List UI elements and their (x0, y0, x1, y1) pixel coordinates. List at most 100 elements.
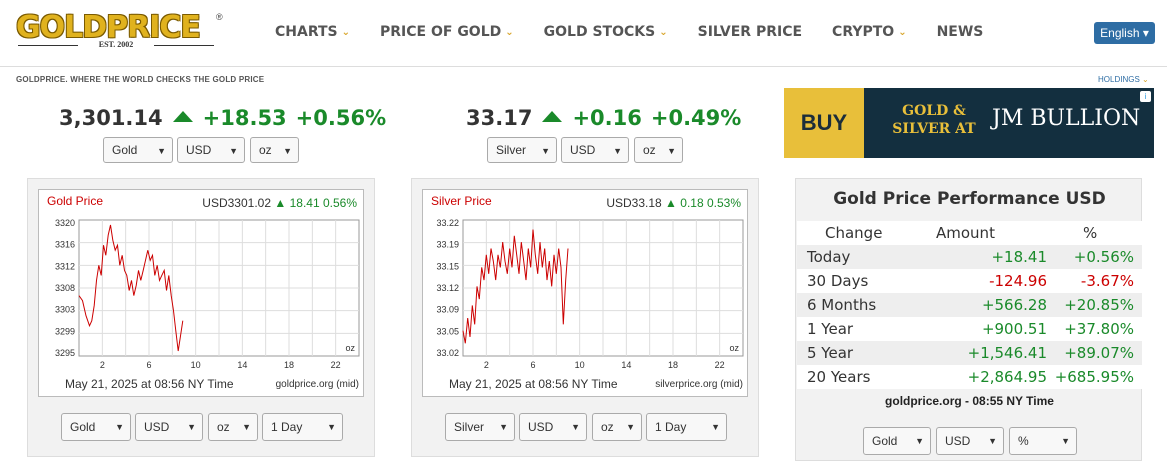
select-value: % (1018, 434, 1029, 448)
y-tick-label: 33.02 (436, 348, 459, 358)
chevron-down-icon: ▼ (187, 422, 196, 432)
chart-value: USD3301.02 (202, 196, 272, 210)
select-value: USD (945, 434, 971, 448)
y-tick-label: 3303 (55, 305, 75, 315)
gold-price: 3,301.14 (59, 106, 163, 130)
select-value: oz (217, 420, 230, 434)
gold-chart-currency-select[interactable]: USD ▼ (135, 413, 203, 441)
ad-line2: SILVER AT (892, 121, 976, 137)
gold-chart-plot: 3320 3316 3312 3308 3303 3299 3295 2 6 10 14 18 22 oz (55, 218, 360, 370)
y-tick-label: 3320 (55, 218, 75, 228)
table-row: 1 Year +900.51 +37.80% (797, 317, 1142, 341)
silver-quote-currency-select[interactable]: USD ▼ (561, 137, 629, 163)
gold-chart-panel: Gold Price USD3301.02 ▲ 18.41 0.56% 3320… (27, 178, 375, 457)
language-select[interactable]: English ▾ (1094, 22, 1155, 44)
row-period: 1 Year (807, 320, 854, 338)
up-arrow-icon: ▲ (665, 196, 677, 210)
performance-panel: Gold Price Performance USD Change Amount… (795, 178, 1142, 461)
silver-chart-currency-select[interactable]: USD ▼ (519, 413, 587, 441)
goldprice-logo[interactable]: GOLDPRICE ® EST. 2002 (16, 10, 226, 54)
jm-bullion-ad[interactable]: BUY GOLD & SILVER AT JM BULLION i (784, 88, 1154, 158)
nav-crypto[interactable]: CRYPTO ⌄ (832, 24, 907, 40)
y-tick-label: 33.09 (436, 305, 459, 315)
tagline: GOLDPRICE. WHERE THE WORLD CHECKS THE GO… (16, 75, 265, 84)
silver-chart-plot: 33.22 33.19 33.15 33.12 33.09 33.05 33.02 2 6 10 1… (436, 218, 744, 370)
silver-chart-metal-select[interactable]: Silver ▼ (445, 413, 515, 441)
row-percent: +89.07% (1064, 344, 1134, 362)
performance-footer: goldprice.org - 08:55 NY Time (885, 394, 1054, 408)
table-row: Today +18.41 +0.56% (797, 245, 1142, 269)
nav-label: CRYPTO (832, 24, 895, 40)
row-amount: +1,546.41 (967, 344, 1047, 362)
silver-percent: +0.49% (650, 106, 742, 130)
chevron-down-icon: ▼ (711, 422, 720, 432)
ad-tagline: GOLD & SILVER AT (884, 102, 984, 138)
logo-registered-mark: ® (216, 12, 223, 22)
performance-metal-select[interactable]: Gold ▼ (863, 427, 931, 455)
x-tick-label: 14 (621, 360, 631, 370)
row-percent: -3.67% (1080, 272, 1134, 290)
unit-label: oz (345, 343, 355, 353)
chevron-down-icon: ⌄ (505, 26, 514, 38)
row-percent: +0.56% (1073, 248, 1134, 266)
holdings-label: HOLDINGS (1098, 75, 1140, 84)
gold-quote-metal-select[interactable]: Gold ▼ (103, 137, 173, 163)
x-tick-label: 2 (100, 360, 105, 370)
gold-quote-unit-select[interactable]: oz ▼ (250, 137, 299, 163)
chevron-down-icon: ▼ (915, 436, 924, 446)
select-value: USD (570, 143, 596, 157)
y-tick-label: 33.19 (436, 240, 459, 250)
row-percent: +685.95% (1054, 368, 1134, 386)
nav-charts[interactable]: CHARTS ⌄ (275, 24, 350, 40)
nav-gold-stocks[interactable]: GOLD STOCKS ⌄ (544, 24, 668, 40)
nav-price-of-gold[interactable]: PRICE OF GOLD ⌄ (380, 24, 514, 40)
ad-info-icon[interactable]: i (1140, 91, 1151, 102)
gold-chart-range-select[interactable]: 1 Day ▼ (262, 413, 343, 441)
chart-source: silverprice.org (mid) (655, 379, 743, 390)
performance-unit-select[interactable]: % ▼ (1009, 427, 1077, 455)
silver-quote: 33.17 +0.16 +0.49% (466, 106, 750, 130)
x-tick-label: 10 (191, 360, 201, 370)
select-value: oz (643, 143, 656, 157)
gold-percent: +0.56% (295, 106, 387, 130)
table-row: 6 Months +566.28 +20.85% (797, 293, 1142, 317)
table-row: 20 Years +2,864.95 +685.95% (797, 365, 1142, 389)
select-value: USD (528, 420, 554, 434)
chart-current-value: USD33.18 ▲ 0.18 0.53% (606, 196, 741, 210)
row-percent: +20.85% (1064, 296, 1134, 314)
x-tick-label: 10 (575, 360, 585, 370)
silver-quote-unit-select[interactable]: oz ▼ (634, 137, 683, 163)
holdings-link[interactable]: HOLDINGS ⌄ (1098, 75, 1149, 84)
chart-percent: 0.56% (322, 196, 357, 210)
chart-source: goldprice.org (mid) (275, 379, 359, 390)
gold-chart-metal-select[interactable]: Gold ▼ (61, 413, 131, 441)
chevron-down-icon: ▼ (988, 436, 997, 446)
chevron-down-icon: ▼ (626, 422, 635, 432)
nav-silver-price[interactable]: SILVER PRICE (698, 24, 802, 40)
gold-chart: Gold Price USD3301.02 ▲ 18.41 0.56% 3320… (38, 189, 364, 397)
x-tick-label: 18 (284, 360, 294, 370)
nav-news[interactable]: NEWS (937, 24, 984, 40)
chevron-down-icon: ▼ (613, 146, 622, 156)
logo-est: EST. 2002 (98, 40, 134, 49)
silver-quote-metal-select[interactable]: Silver ▼ (487, 137, 557, 163)
row-amount: +566.28 (981, 296, 1047, 314)
table-row: 30 Days -124.96 -3.67% (797, 269, 1142, 293)
gold-quote-currency-select[interactable]: USD ▼ (177, 137, 245, 163)
row-period: 6 Months (807, 296, 877, 314)
logo-rule-left (18, 45, 78, 46)
chevron-down-icon: ▼ (242, 422, 251, 432)
row-amount: +18.41 (991, 248, 1047, 266)
select-value: USD (186, 143, 212, 157)
gold-chart-unit-select[interactable]: oz ▼ (208, 413, 258, 441)
silver-chart-unit-select[interactable]: oz ▼ (592, 413, 642, 441)
table-header: Change Amount % (797, 221, 1142, 245)
y-tick-label: 33.22 (436, 218, 459, 228)
silver-chart-range-select[interactable]: 1 Day ▼ (646, 413, 727, 441)
select-value: 1 Day (271, 420, 303, 434)
performance-currency-select[interactable]: USD ▼ (936, 427, 1004, 455)
up-arrow-icon: ▲ (274, 196, 287, 210)
silver-price: 33.17 (466, 106, 533, 130)
chart-percent: 0.53% (706, 196, 741, 210)
chevron-down-icon: ▼ (283, 146, 292, 156)
